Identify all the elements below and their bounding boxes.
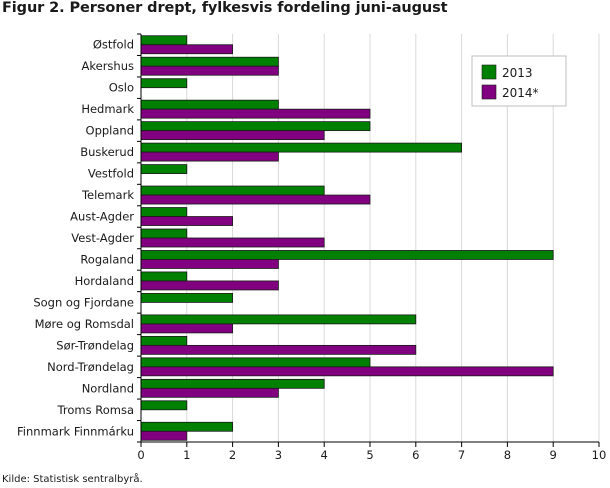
bar-2013-m-re-og-romsdal <box>140 314 417 325</box>
source-note: Kilde: Statistisk sentralbyrå. <box>2 474 143 485</box>
legend-label-2013: 2013 <box>502 66 533 80</box>
bar-2013-nord-tr-ndelag <box>140 357 371 368</box>
x-axis: 0 1 2 3 4 5 6 7 8 9 10 <box>137 33 607 462</box>
bar-2013-vest-agder <box>140 228 188 239</box>
legend: 2013 2014* <box>471 55 567 107</box>
x-tick-label: 6 <box>412 448 419 462</box>
x-tick-label: 10 <box>592 448 607 462</box>
legend-label-2014: 2014* <box>502 86 539 100</box>
bar-2013-oslo <box>140 78 188 89</box>
category-label: Oslo <box>109 81 134 95</box>
bar-2014-hordaland <box>140 280 279 291</box>
category-label: Østfold <box>93 38 134 52</box>
category-label: Finnmark Finnmárku <box>17 424 134 438</box>
chart-title: Figur 2. Personer drept, fylkesvis forde… <box>2 0 448 16</box>
x-tick-label: 2 <box>229 448 236 462</box>
x-tick-label: 0 <box>137 448 144 462</box>
x-tick-label: 1 <box>183 448 190 462</box>
bar-2013-vestfold <box>140 164 188 174</box>
x-tick-label: 7 <box>458 448 465 462</box>
bar-2013-oppland <box>140 121 371 132</box>
x-tick-label: 5 <box>366 448 373 462</box>
legend-swatch-2013 <box>481 64 497 80</box>
bar-2014-oppland <box>140 130 325 141</box>
bar-2013-buskerud <box>140 142 463 153</box>
x-tick-label: 3 <box>275 448 282 462</box>
bar-2014-nord-tr-ndelag <box>140 366 554 377</box>
category-label: Telemark <box>81 188 134 202</box>
category-label: Vest-Agder <box>71 231 134 245</box>
category-label: Nord-Trøndelag <box>47 360 134 374</box>
bar-2013-hedmark <box>140 99 279 110</box>
bar-2013-akershus <box>140 56 279 67</box>
bar-2013-s-r-tr-ndelag <box>140 335 188 346</box>
category-label: Rogaland <box>80 252 134 266</box>
bar-2013-sogn-og-fjordane <box>140 293 233 303</box>
x-tick-label: 4 <box>321 448 328 462</box>
bar-2014-telemark <box>140 194 371 205</box>
category-label: Aust-Agder <box>70 210 134 224</box>
bar-2014-hedmark <box>140 108 371 119</box>
bar-2013-telemark <box>140 185 325 196</box>
category-label: Sør-Trøndelag <box>56 338 134 352</box>
category-label: Buskerud <box>80 145 134 159</box>
bar-2013-aust-agder <box>140 207 188 217</box>
category-label: Sogn og Fjordane <box>33 295 134 309</box>
bar-2014-buskerud <box>140 151 279 162</box>
bar-2014-s-r-tr-ndelag <box>140 344 417 355</box>
bar-2013-troms-romsa <box>140 400 188 411</box>
bar-2014-nordland <box>140 387 279 398</box>
bar-2014-stfold <box>140 44 233 55</box>
category-label: Møre og Romsdal <box>35 317 134 331</box>
category-labels: Østfold Akershus Oslo Hedmark Oppland Buskeru… <box>17 38 134 439</box>
category-label: Nordland <box>82 381 134 395</box>
bar-2013-hordaland <box>140 271 188 282</box>
category-label: Hordaland <box>75 274 134 288</box>
x-tick-label: 8 <box>504 448 511 462</box>
bar-2013-nordland <box>140 378 325 389</box>
bar-2013-finnmark-finnm-rku <box>140 421 233 432</box>
category-label: Troms Romsa <box>57 403 134 417</box>
x-tick-label: 9 <box>550 448 557 462</box>
category-label: Hedmark <box>81 102 134 116</box>
category-label: Akershus <box>82 59 134 73</box>
bar-2014-akershus <box>140 65 279 76</box>
category-label: Oppland <box>86 124 134 138</box>
bar-2013-rogaland <box>140 250 554 260</box>
bar-2013-stfold <box>140 35 188 46</box>
legend-swatch-2014 <box>481 84 497 100</box>
bar-2014-m-re-og-romsdal <box>140 323 233 334</box>
bar-2014-vest-agder <box>140 237 325 248</box>
bars <box>140 35 554 441</box>
bar-2014-finnmark-finnm-rku <box>140 430 188 441</box>
category-label: Vestfold <box>88 167 134 181</box>
bar-2014-rogaland <box>140 259 279 269</box>
bar-2014-aust-agder <box>140 216 233 226</box>
